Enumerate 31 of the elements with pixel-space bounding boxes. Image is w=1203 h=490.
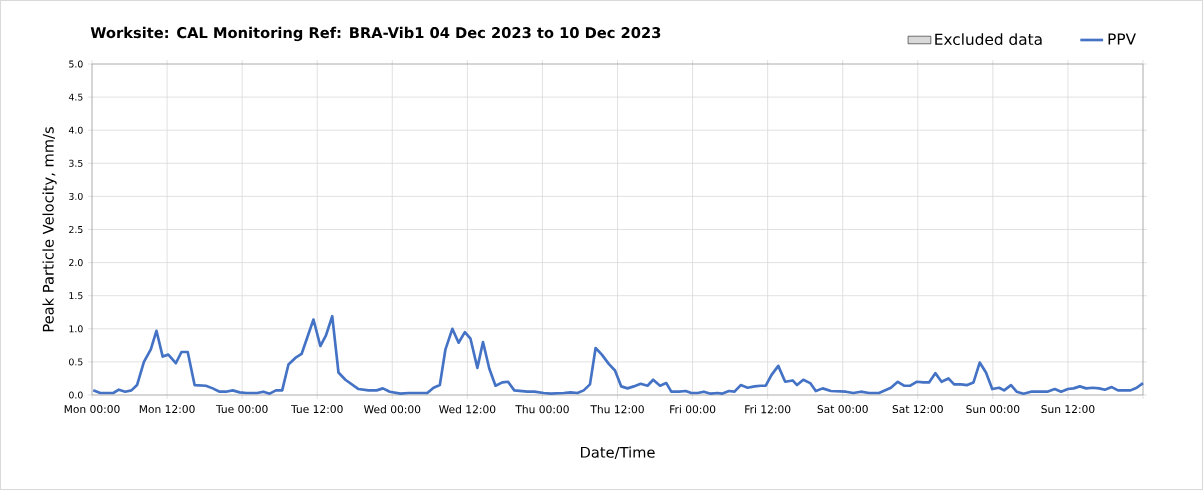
y-tick-label: 4.0 [68,126,83,134]
y-tick-label: 0.0 [69,391,83,399]
y-tick-label: 3.5 [69,159,83,167]
y-axis-title: Peak Particle Velocity, mm/s [42,127,57,332]
x-tick-label: Thu 12:00 [590,405,644,414]
y-tick-label: 1.5 [69,292,83,300]
x-tick-label: Thu 00:00 [515,405,569,414]
x-tick-label: Sat 12:00 [892,405,943,414]
x-tick-label: Fri 00:00 [670,405,716,414]
x-tick-label: Mon 00:00 [64,405,120,414]
y-tick-label: 5.0 [69,60,83,68]
y-tick-label: 2.5 [69,225,83,234]
x-tick-label: Wed 00:00 [363,405,421,414]
x-tick-label: Sun 12:00 [1041,405,1095,414]
x-tick-label: Sun 00:00 [966,405,1020,414]
y-tick-label: 0.5 [69,358,83,366]
x-tick-label: Wed 12:00 [439,405,496,414]
x-tick-label: Tue 00:00 [215,405,268,414]
x-tick-label: Mon 12:00 [139,405,195,414]
legend-label: PPV [1108,33,1136,45]
y-tick-label: 4.5 [68,93,83,101]
x-tick-label: Tue 12:00 [291,405,343,414]
chart-title: Worksite: CAL Monitoring Ref: BRA-Vib1 04 Dec 2023 to 10 Dec 2023 [90,26,661,42]
y-tick-label: 1.0 [69,325,83,333]
line-series [91,314,1145,396]
x-tick-label: Sat 00:00 [817,405,868,414]
y-tick-label: 2.0 [69,259,83,267]
x-tick-label: Fri 12:00 [745,405,791,414]
x-axis-title: Date/Time [581,446,655,459]
y-tick-label: 3.0 [69,192,83,200]
legend-label: Excluded data [935,33,1042,46]
